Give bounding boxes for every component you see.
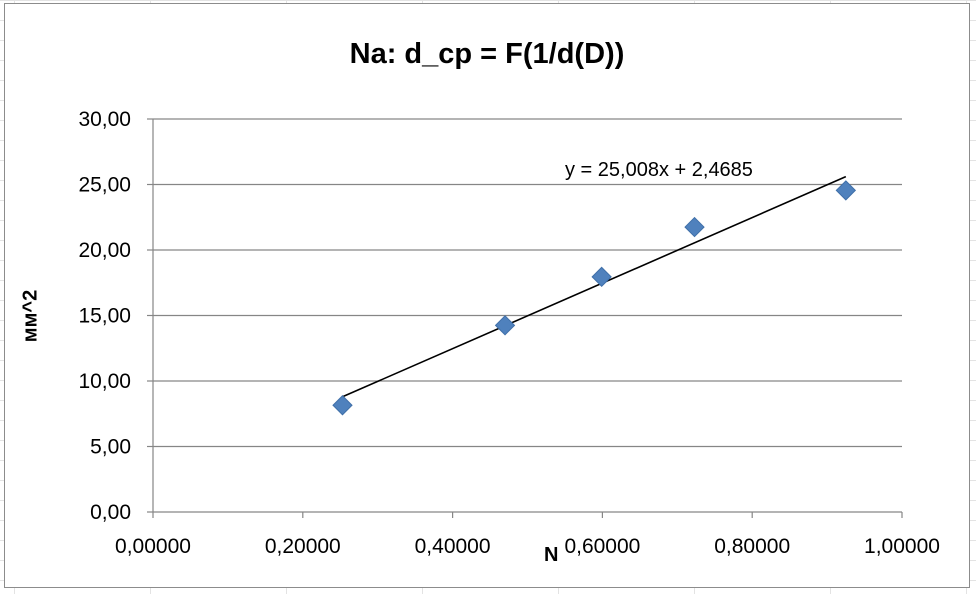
x-tick-label: 0,20000 (265, 535, 341, 558)
x-tick-label: 0,80000 (714, 535, 790, 558)
trendline (342, 175, 847, 398)
trendline-equation-label: y = 25,008x + 2,4685 (565, 159, 753, 181)
x-axis-title: N (544, 544, 559, 566)
data-point-marker (684, 216, 705, 238)
y-tick-label: 10,00 (78, 370, 131, 393)
y-tick-label: 15,00 (78, 305, 131, 328)
x-tick-label: 0,00000 (115, 535, 191, 558)
chart-title: Na: d_cp = F(1/d(D)) (349, 38, 625, 70)
y-tick-label: 0,00 (90, 501, 131, 524)
x-tick-label: 0,40000 (415, 535, 491, 558)
data-point-marker (835, 180, 857, 201)
y-tick-label: 5,00 (90, 436, 131, 459)
y-tick-label: 20,00 (78, 239, 131, 262)
x-tick-label: 0,60000 (564, 535, 640, 558)
plot-area: 0,00 5,00 10,00 15,00 20,00 25,00 30,00 0,00000… (78, 108, 940, 558)
chart-object[interactable]: Na: d_cp = F(1/d(D)) мм^2 N y = 25,008x … (4, 3, 970, 588)
x-tick-label: 1,00000 (864, 535, 940, 558)
data-point-marker (494, 315, 516, 336)
y-tick-label: 30,00 (78, 108, 131, 131)
y-tick-label: 25,00 (78, 174, 131, 197)
data-point-marker (591, 266, 612, 288)
data-point-marker (332, 395, 353, 416)
